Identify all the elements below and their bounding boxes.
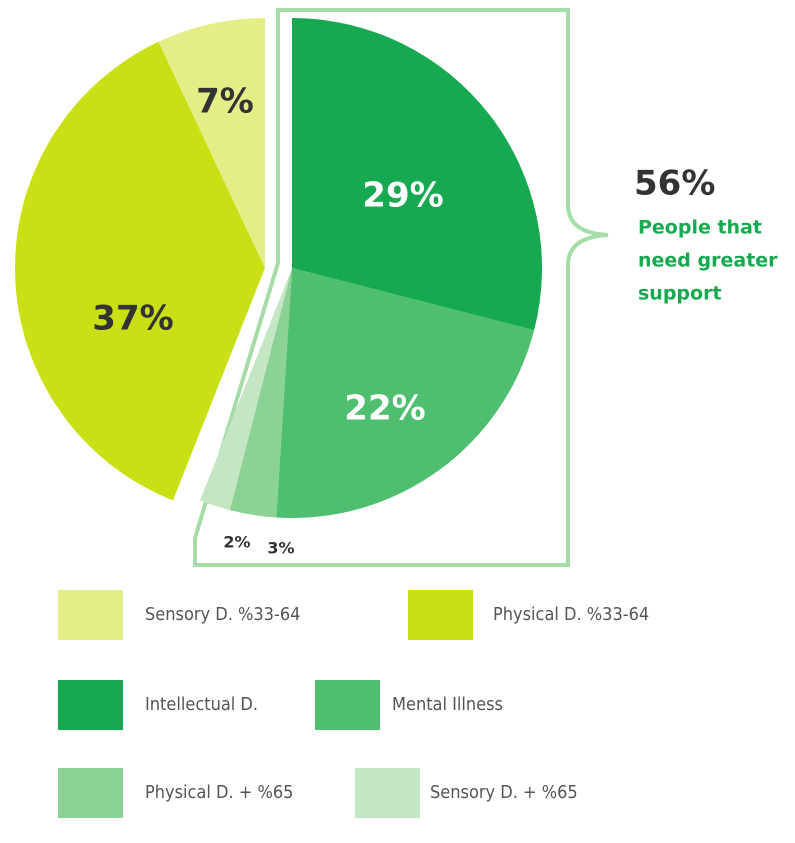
data-label: 3%	[267, 539, 294, 558]
legend-swatch	[355, 768, 420, 818]
legend-swatch	[58, 590, 123, 640]
annotation-text: need greater	[638, 250, 778, 272]
legend-label: Physical D. + %65	[145, 782, 293, 803]
annotation-text: support	[638, 283, 722, 305]
annotation-value: 56%	[634, 164, 715, 204]
data-label: 37%	[92, 299, 173, 339]
legend-label: Mental Illness	[392, 694, 503, 715]
data-label: 22%	[344, 389, 425, 429]
legend-swatch	[58, 680, 123, 730]
pie-slice	[292, 18, 542, 331]
legend-swatch	[408, 590, 473, 640]
data-label: 7%	[196, 82, 254, 122]
legend-swatch	[58, 768, 123, 818]
pie-slice	[229, 268, 292, 518]
highlight-bracket	[193, 8, 609, 567]
legend-swatch	[315, 680, 380, 730]
pie-slice	[199, 268, 292, 511]
pie-slice	[14, 41, 265, 501]
data-label: 29%	[362, 176, 443, 216]
pie-slice	[158, 18, 265, 268]
legend-label: Physical D. %33-64	[493, 604, 649, 625]
legend-label: Intellectual D.	[145, 694, 258, 715]
annotation-text: People that	[638, 217, 762, 239]
legend-label: Sensory D. %33-64	[145, 604, 300, 625]
data-label: 2%	[223, 533, 250, 552]
legend-label: Sensory D. + %65	[430, 782, 578, 803]
pie-slice	[276, 268, 535, 518]
